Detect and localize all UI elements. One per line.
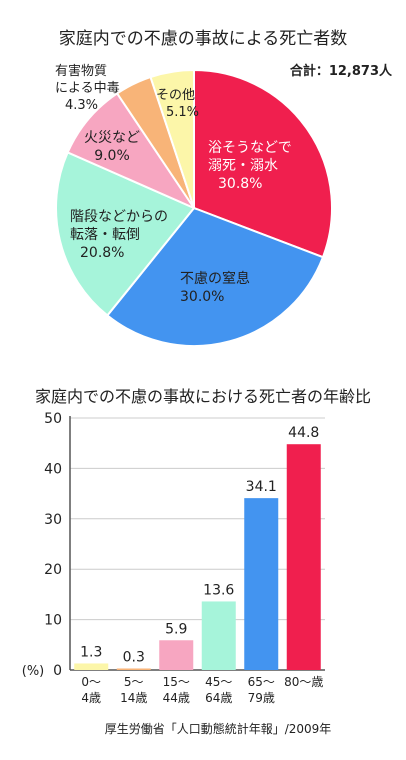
pie-slice-value-label: 5.1% [166, 105, 199, 120]
pie-chart-title: 家庭内での不慮の事故による死亡者数 [59, 29, 348, 49]
pie-slice-value-label: 4.3% [65, 98, 98, 113]
x-tick-label: 14歳 [120, 691, 147, 705]
x-tick-label: 44歳 [163, 691, 190, 705]
bar [286, 444, 321, 670]
bar-y-axis-label: (%) [22, 664, 45, 679]
pie-slice [193, 68, 333, 259]
x-tick-label: 79歳 [248, 691, 275, 705]
pie-slice-label: 転落・転倒 [70, 227, 140, 243]
y-tick-label: 40 [44, 461, 62, 477]
x-tick-label: 45〜 [205, 675, 232, 689]
pie-slice-value-label: 30.8% [218, 176, 262, 192]
bar-value-label: 1.3 [80, 644, 102, 660]
bar-series: 1.3 0〜 4歳 0.3 5〜 14歳 5.9 15〜 44歳 13.6 45〜 64歳 34.1 65… [74, 425, 323, 705]
x-tick-label: 65〜 [248, 675, 275, 689]
bar-axes: 0 10 20 30 40 50 [44, 411, 325, 679]
y-tick-label: 20 [44, 562, 62, 578]
x-tick-label: 15〜 [163, 675, 190, 689]
bar-value-label: 13.6 [203, 582, 234, 598]
pie-slice-label: 階段などからの [70, 209, 168, 225]
pie-total-label: 合計：12,873人 [290, 63, 393, 79]
pie-slice-label: 溺死・溺水 [208, 158, 278, 174]
y-tick-label: 10 [44, 613, 62, 629]
pie-slice [149, 68, 195, 209]
bar [74, 663, 109, 670]
pie-slice-label: その他 [156, 88, 195, 103]
pie-slice-value-label: 9.0% [94, 148, 130, 164]
bar [159, 640, 194, 670]
pie-slice-label: 火災など [84, 130, 140, 146]
x-tick-label: 80〜歳 [284, 675, 323, 689]
bar-value-label: 34.1 [246, 479, 277, 495]
x-tick-label: 64歳 [205, 691, 232, 705]
bar [201, 601, 236, 670]
bar-value-label: 0.3 [123, 649, 145, 665]
pie-slice-value-label: 30.0% [180, 289, 224, 305]
bar [244, 498, 279, 670]
pie-slice [105, 206, 325, 347]
bar-chart-title: 家庭内での不慮の事故における死亡者の年齢比 [35, 387, 371, 406]
y-tick-label: 30 [44, 512, 62, 528]
pie-slice-label: 有害物質 [55, 63, 107, 79]
pie-slice-label: による中毒 [55, 81, 120, 96]
pie-chart [55, 68, 333, 347]
y-tick-label: 0 [53, 663, 62, 679]
x-tick-label: 0〜 [81, 675, 101, 689]
pie-slice-label: 不慮の窒息 [180, 270, 250, 287]
x-tick-label: 4歳 [81, 691, 101, 705]
pie-slice-label: 浴そうなどで [208, 140, 292, 156]
bar-value-label: 44.8 [288, 425, 319, 441]
y-tick-label: 50 [44, 411, 62, 427]
bar-value-label: 5.9 [165, 621, 187, 637]
pie-slice-value-label: 20.8% [80, 245, 124, 261]
x-tick-label: 5〜 [124, 675, 144, 689]
bar [116, 668, 151, 670]
source-note: 厚生労働省「人口動態統計年報」/2009年 [105, 721, 332, 736]
